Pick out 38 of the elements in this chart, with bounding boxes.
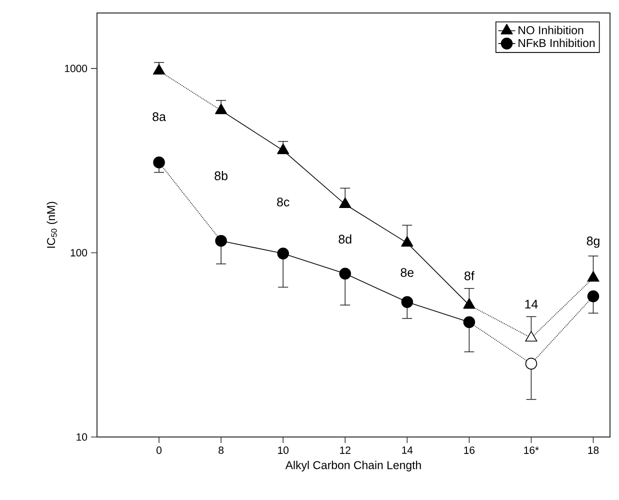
point [525,358,538,370]
point [277,144,290,154]
x-tick-label: 14 [402,446,413,454]
point [277,248,289,260]
y-tick-label: 10 [76,433,88,441]
annotation: 8b [214,171,228,180]
point [153,156,165,168]
x-tick-label: 0 [156,446,162,454]
annotation: 8f [464,271,474,280]
legend-label: NFκB Inhibition [518,38,595,48]
y-tick-label: 1000 [65,64,88,72]
annotation: 8d [338,234,352,244]
annotation: 14 [525,300,538,308]
point [401,236,414,247]
annotation: 8e [400,268,414,277]
annotation: 8g [586,236,600,248]
point [215,104,228,114]
x-tick-label: 16 [464,446,475,454]
point [587,290,600,302]
point [215,234,227,247]
point [463,316,476,328]
x-axis-title: Alkyl Carbon Chain Length [285,460,421,472]
x-tick-label: 10 [278,446,288,454]
point [525,331,538,342]
x-tick-label: 18 [588,446,599,454]
point [339,268,352,280]
y-axis-title: IC$_{50}$ (nM) [46,202,58,248]
x-tick-label: 16* [524,446,539,454]
point [153,64,166,75]
legend-label: NO Inhibition [518,26,584,34]
annotation: 8a [152,112,166,122]
y-tick-label: 100 [70,249,88,256]
annotation: 8c [277,198,290,206]
point [401,296,414,308]
x-tick-label: 12 [340,446,350,454]
point [339,197,352,208]
x-tick-label: 8 [218,446,224,454]
point [587,271,600,282]
